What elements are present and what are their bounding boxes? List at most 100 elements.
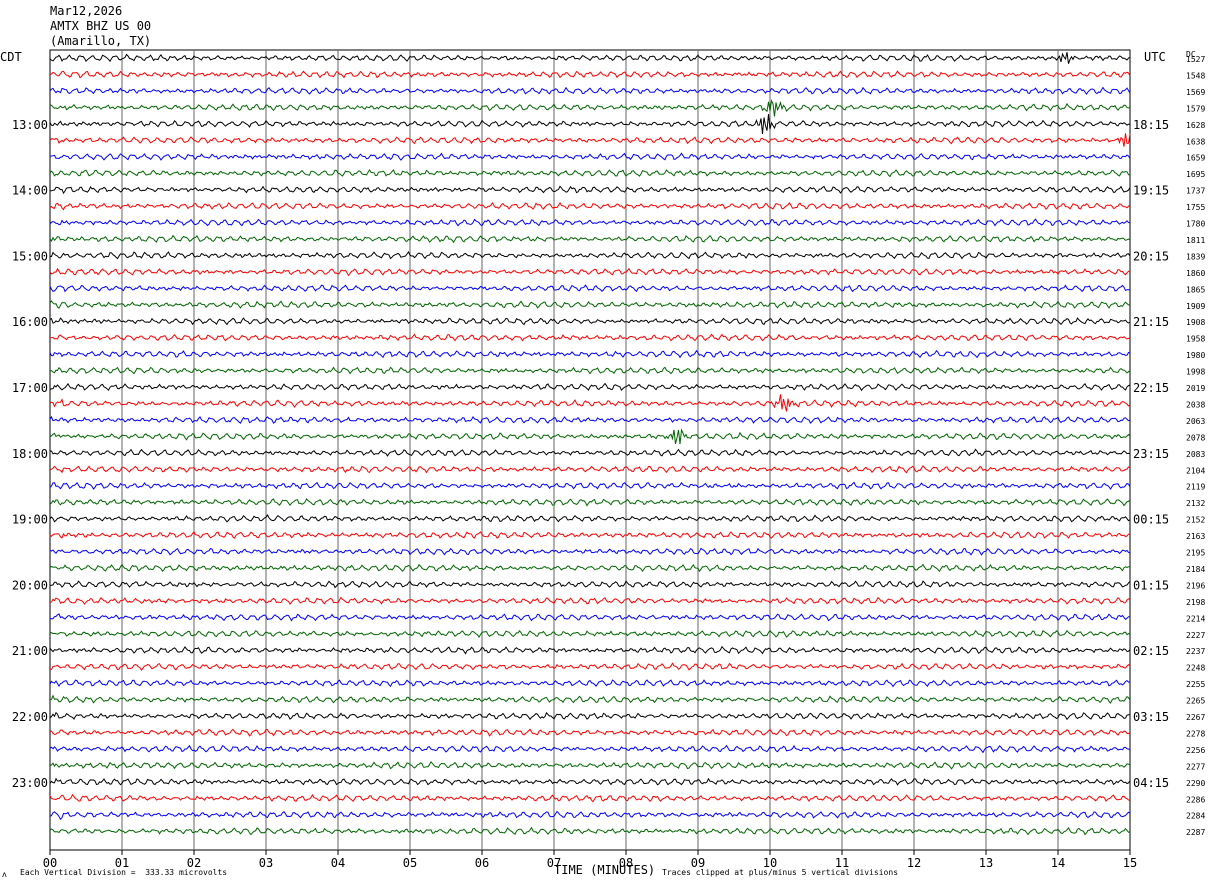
- left-hour-label: 22:00: [12, 710, 48, 724]
- x-tick-label: 13: [979, 856, 993, 870]
- trace-line: [49, 317, 1131, 326]
- corner-mark: ʌ: [2, 870, 7, 879]
- dc-value: 1865: [1186, 285, 1205, 294]
- trace-line: [49, 428, 1131, 445]
- trace-line: [49, 267, 1130, 277]
- trace-line: [49, 234, 1131, 244]
- dc-value: 1527: [1186, 55, 1205, 64]
- x-tick-label: 05: [403, 856, 417, 870]
- dc-column-label: DC: [1186, 50, 1196, 59]
- x-tick-label: 11: [835, 856, 849, 870]
- x-tick-label: 12: [907, 856, 921, 870]
- trace-line: [49, 133, 1131, 147]
- trace-line: [49, 629, 1131, 639]
- dc-value: 2278: [1186, 729, 1205, 738]
- dc-value: 2195: [1186, 549, 1205, 558]
- left-hour-label: 18:00: [12, 447, 48, 461]
- left-hour-label: 21:00: [12, 644, 48, 658]
- dc-value: 1579: [1186, 104, 1205, 113]
- x-tick-label: 09: [691, 856, 705, 870]
- trace-line: [49, 662, 1131, 671]
- trace-line: [49, 99, 1131, 117]
- station-code: AMTX BHZ US 00: [50, 19, 152, 33]
- trace-line: [49, 201, 1131, 211]
- trace-line: [49, 366, 1131, 375]
- dc-value: 2038: [1186, 400, 1205, 409]
- right-hour-label: 18:15: [1133, 118, 1169, 132]
- trace-line: [49, 448, 1131, 457]
- trace-line: [49, 415, 1131, 424]
- dc-value: 2267: [1186, 713, 1205, 722]
- x-tick-label: 07: [547, 856, 561, 870]
- left-hour-label: 16:00: [12, 315, 48, 329]
- station-location: (Amarillo, TX): [50, 34, 152, 48]
- dc-value: 1638: [1186, 137, 1205, 146]
- trace-line: [49, 114, 1131, 134]
- dc-value: 1755: [1186, 203, 1205, 212]
- trace-line: [49, 514, 1131, 523]
- dc-value: 2227: [1186, 631, 1205, 640]
- right-hour-label: 21:15: [1133, 315, 1169, 329]
- left-hour-label: 14:00: [12, 184, 48, 198]
- trace-line: [49, 728, 1131, 737]
- right-hour-label: 01:15: [1133, 578, 1169, 592]
- dc-value: 2214: [1186, 614, 1205, 623]
- dc-value: 1998: [1186, 368, 1205, 377]
- dc-value: 2265: [1186, 697, 1205, 706]
- dc-value: 2019: [1186, 384, 1205, 393]
- trace-line: [49, 349, 1131, 359]
- trace-line: [49, 596, 1131, 605]
- scale-note: Each Vertical Division = 333.33 microvol…: [20, 868, 228, 877]
- x-axis-title: TIME (MINUTES): [554, 863, 656, 877]
- right-hour-label: 03:15: [1133, 710, 1169, 724]
- trace-line: [49, 761, 1131, 770]
- x-tick-label: 02: [187, 856, 201, 870]
- right-hour-label: 00:15: [1133, 513, 1169, 527]
- trace-line: [49, 86, 1131, 95]
- dc-value: 2198: [1186, 598, 1205, 607]
- trace-line: [50, 185, 1131, 195]
- right-hour-label: 02:15: [1133, 644, 1169, 658]
- right-hour-label: 20:15: [1133, 249, 1169, 263]
- dc-value: 1958: [1186, 335, 1205, 344]
- dc-value: 2119: [1186, 483, 1205, 492]
- trace-line: [49, 563, 1130, 573]
- dc-value: 2287: [1186, 828, 1205, 837]
- trace-line: [49, 284, 1131, 293]
- trace-line: [49, 251, 1131, 260]
- trace-line: [49, 333, 1131, 342]
- dc-value: 2184: [1186, 565, 1205, 574]
- dc-value: 1628: [1186, 121, 1205, 130]
- dc-value: 2290: [1186, 779, 1205, 788]
- dc-value: 1909: [1186, 302, 1205, 311]
- plot-frame: [49, 49, 1131, 851]
- dc-value: 1860: [1186, 269, 1205, 278]
- x-tick-label: 01: [115, 856, 129, 870]
- left-hour-label: 17:00: [12, 381, 48, 395]
- x-tick-label: 14: [1051, 856, 1065, 870]
- x-tick-label: 10: [763, 856, 777, 870]
- trace-line: [49, 152, 1131, 161]
- trace-line: [49, 679, 1131, 688]
- x-tick-label: 04: [331, 856, 345, 870]
- trace-line: [49, 580, 1131, 589]
- x-tick-label: 08: [619, 856, 633, 870]
- trace-line: [49, 547, 1131, 556]
- left-hour-label: 23:00: [12, 776, 48, 790]
- trace-line: [49, 498, 1131, 507]
- plot-date: Mar12,2026: [50, 4, 123, 18]
- trace-line: [49, 382, 1131, 392]
- trace-line: [49, 744, 1131, 754]
- x-tick-label: 06: [475, 856, 489, 870]
- left-hour-label: 19:00: [12, 513, 48, 527]
- dc-value: 2277: [1186, 762, 1205, 771]
- x-tick-label: 15: [1123, 856, 1137, 870]
- trace-line: [49, 394, 1131, 412]
- trace-line: [49, 70, 1131, 79]
- trace-line: [49, 52, 1131, 64]
- trace-line: [49, 168, 1131, 178]
- dc-value: 2078: [1186, 433, 1205, 442]
- dc-value: 1980: [1186, 351, 1205, 360]
- dc-value: 1839: [1186, 252, 1205, 261]
